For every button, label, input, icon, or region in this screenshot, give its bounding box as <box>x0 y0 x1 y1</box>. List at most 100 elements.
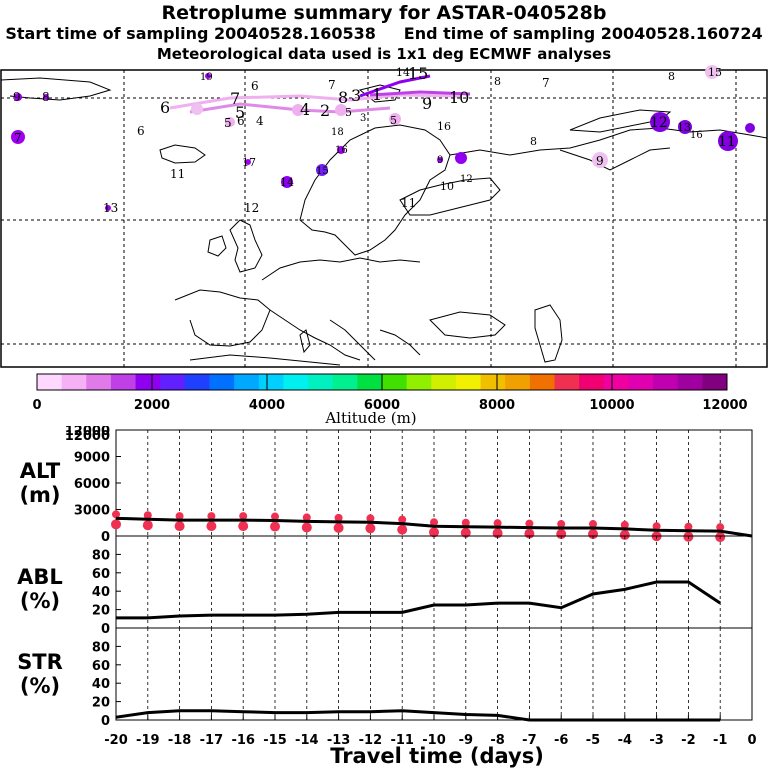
colorbar-cell <box>480 374 506 390</box>
alt-marker <box>112 510 120 519</box>
alt-marker <box>460 527 471 538</box>
plume-label: 11 <box>401 196 416 210</box>
alt-label: ALT <box>20 459 61 483</box>
alt-marker <box>589 520 597 529</box>
colorbar-cell <box>332 374 358 390</box>
colorbar-cell <box>431 374 457 390</box>
y-tick-label: 60 <box>92 567 110 582</box>
colorbar-cell <box>234 374 260 390</box>
colorbar-cell <box>61 374 87 390</box>
alt-marker <box>206 521 217 532</box>
x-tick-label: -16 <box>231 733 255 748</box>
colorbar-cell <box>628 374 654 390</box>
y-tick-label: 20 <box>92 604 110 619</box>
y-tick-label: 80 <box>92 548 110 563</box>
time-series-panels: 0300060009000120001200002040608002040608… <box>17 426 756 768</box>
x-tick-label: -8 <box>490 733 504 748</box>
alt-marker <box>239 512 248 521</box>
alt-marker <box>525 519 534 528</box>
y-tick-label: 0 <box>101 714 110 729</box>
x-tick-label: -5 <box>586 733 600 748</box>
plume-label: 5 <box>390 114 397 127</box>
colorbar-cell <box>160 374 186 390</box>
colorbar-cell <box>258 374 284 390</box>
colorbar-label: 12000 <box>702 398 747 413</box>
alt-marker <box>461 518 470 527</box>
plume-label: 3 <box>351 86 361 105</box>
colorbar-cell <box>382 374 408 390</box>
alt-marker <box>716 523 725 532</box>
colorbar-cell <box>677 374 703 390</box>
y-tick-label: 0 <box>101 530 110 545</box>
x-tick-label: -12 <box>359 733 383 748</box>
plume-label: 10 <box>449 88 469 107</box>
alt-marker <box>302 513 311 522</box>
alt-marker <box>270 521 280 532</box>
x-axis-title: Travel time (days) <box>330 744 544 768</box>
x-tick-label: -1 <box>713 733 727 748</box>
colorbar-frame <box>36 373 728 391</box>
colorbar-label: 0 <box>32 398 41 413</box>
series-line-abl <box>116 580 722 620</box>
plume-label: 15 <box>316 166 329 177</box>
plume-labels: 7 9 8 6 6 11 13 19 7 5 6 5 6 4 17 12 14 … <box>13 64 736 215</box>
plume-label: 11 <box>170 167 185 181</box>
panel-labels: ALT (m) ABL (%) STR (%) <box>17 459 63 698</box>
plume-label: 8 <box>338 88 348 107</box>
x-tick-label: -11 <box>390 733 414 748</box>
alt-marker <box>333 522 344 533</box>
x-tick-label: -17 <box>200 733 224 748</box>
x-tick-label: -4 <box>618 733 632 748</box>
alt-marker <box>175 512 184 521</box>
plume-label: 8 <box>42 90 50 104</box>
alt-marker <box>398 515 407 524</box>
plume-label: 9 <box>13 90 21 104</box>
alt-marker <box>652 522 661 531</box>
plume-label: 14 <box>280 176 294 189</box>
y-tick-label: 20 <box>92 696 110 711</box>
plume-label: 13 <box>677 121 691 134</box>
colorbar-cell <box>702 374 728 390</box>
colorbar-cell <box>283 374 309 390</box>
alt-marker <box>620 520 629 529</box>
alt-marker <box>365 523 376 534</box>
y-tick-label: 12000 <box>65 426 110 439</box>
y-tick-label: 60 <box>92 659 110 674</box>
plume-label: 7 <box>14 131 22 145</box>
alt-marker <box>271 512 279 521</box>
map-frame <box>0 69 768 368</box>
y-tick-label: 80 <box>92 640 110 655</box>
y-tick-label: 12000 <box>65 429 110 444</box>
x-tick-label: -14 <box>295 733 319 748</box>
plume-label: 5 <box>235 103 245 122</box>
x-tick-label: -10 <box>422 733 446 748</box>
plume-label: 7 <box>230 89 240 108</box>
x-tick-label: -9 <box>459 733 473 748</box>
colorbar-cell <box>603 374 629 390</box>
plume-label: 5 <box>345 106 352 119</box>
str-unit: (%) <box>20 674 60 698</box>
alt-marker <box>588 529 598 540</box>
series-line-str <box>115 709 721 722</box>
y-tick-label: 40 <box>92 585 110 600</box>
x-tick-label: -19 <box>136 733 160 748</box>
alt-marker <box>493 519 502 528</box>
alt-marker <box>301 522 312 533</box>
x-tick-label: -18 <box>168 733 192 748</box>
colorbar-cell <box>308 374 334 390</box>
plume-label: 8 <box>494 75 501 88</box>
plume-markers <box>11 65 755 211</box>
plume-label: 15 <box>708 66 722 79</box>
plume-label: 4 <box>256 114 264 128</box>
plume-label: 10 <box>440 180 454 193</box>
plume-label: 6 <box>137 124 145 138</box>
x-tick-label: -20 <box>104 733 128 748</box>
plume-label: 19 <box>200 72 213 83</box>
alt-marker <box>684 522 693 531</box>
x-tick-label: -15 <box>263 733 287 748</box>
plume-label: 12 <box>244 201 259 215</box>
meteo-source: Meteorological data used is 1x1 deg ECMW… <box>156 45 612 63</box>
alt-marker <box>556 529 567 540</box>
colorbar-cell <box>653 374 679 390</box>
